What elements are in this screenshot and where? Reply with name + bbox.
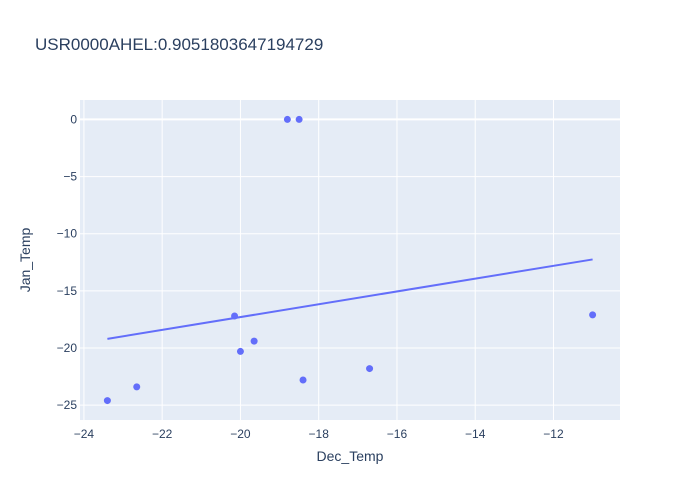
data-point [366,365,374,373]
x-tick-label: −16 [387,427,408,441]
data-point [103,397,111,405]
x-tick-label: −20 [230,427,251,441]
data-point [299,376,307,384]
x-tick-label: −18 [309,427,330,441]
x-axis-ticks: −24 −22 −20 −18 −16 −14 −12 [74,427,564,441]
y-tick-label: 0 [70,112,77,126]
y-tick-label: −20 [57,341,78,355]
x-tick-label: −24 [74,427,95,441]
data-point [133,383,141,391]
x-tick-label: −12 [543,427,564,441]
trend-line-layer [107,258,593,340]
grid-lines [80,100,620,420]
scatter-points [103,115,597,405]
data-point [589,311,597,319]
x-tick-label: −14 [465,427,486,441]
plot-area [80,100,620,420]
y-tick-label: −25 [57,398,78,412]
y-axis-ticks: 0 −5 −10 −15 −20 −25 [57,112,78,412]
chart-title: USR0000AHEL:0.9051803647194729 [35,35,323,54]
y-tick-label: −15 [57,284,78,298]
y-axis-label: Jan_Temp [17,227,33,292]
trend-line [107,258,593,340]
data-point [295,115,303,123]
data-point [283,115,291,123]
y-tick-label: −10 [57,227,78,241]
x-axis-label: Dec_Temp [317,448,384,464]
y-tick-label: −5 [63,170,77,184]
data-point [250,337,258,345]
x-tick-label: −22 [152,427,173,441]
data-point [231,312,239,320]
data-point [236,347,244,355]
